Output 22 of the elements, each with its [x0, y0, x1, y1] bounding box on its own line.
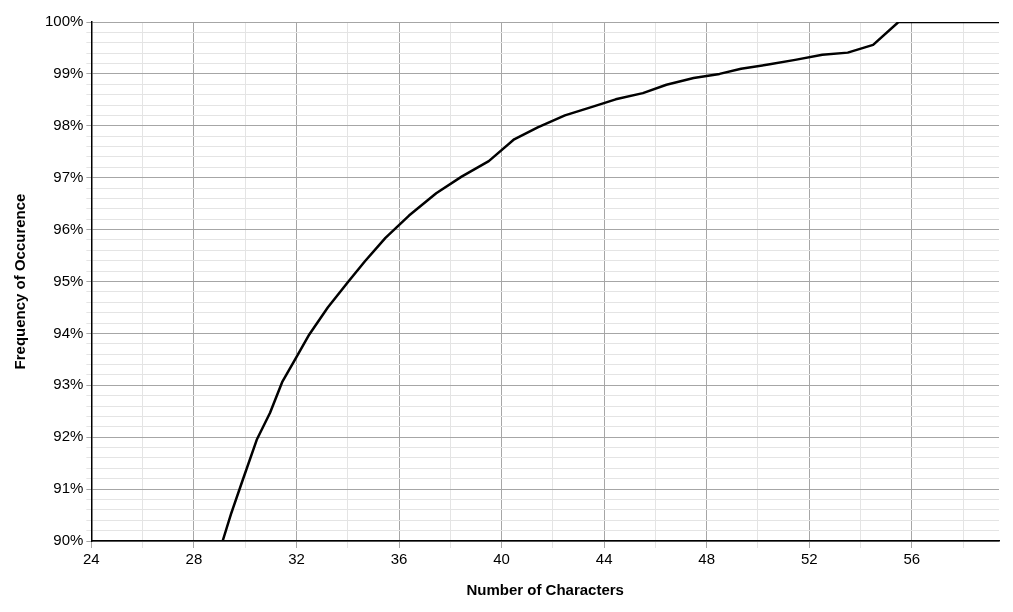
x-tick-label: 36: [390, 550, 408, 568]
y-tick-label: 91%: [53, 479, 84, 497]
y-tick-label: 93%: [53, 375, 84, 393]
x-axis-title: Number of Characters: [466, 581, 624, 599]
x-tick-label: 48: [698, 550, 716, 568]
y-tick-label: 94%: [53, 323, 84, 341]
y-tick-label: 95%: [53, 271, 84, 289]
y-axis-title: Frequency of Occurence: [11, 193, 29, 370]
y-tick-label: 98%: [53, 115, 84, 133]
y-tick-label: 99%: [53, 64, 84, 82]
x-tick-label: 32: [288, 550, 305, 568]
x-tick-label: 24: [83, 550, 100, 568]
y-tick-label: 92%: [53, 427, 84, 445]
x-tick-label: 40: [493, 550, 510, 568]
y-tick-label: 97%: [53, 167, 84, 185]
y-tick-label: 96%: [53, 219, 84, 237]
x-tick-label: 44: [595, 550, 613, 568]
x-tick-label: 56: [903, 550, 921, 568]
x-tick-label: 52: [800, 550, 818, 568]
x-tick-label: 28: [185, 550, 203, 568]
y-tick-label: 100%: [44, 12, 84, 30]
y-tick-label: 90%: [53, 531, 84, 549]
